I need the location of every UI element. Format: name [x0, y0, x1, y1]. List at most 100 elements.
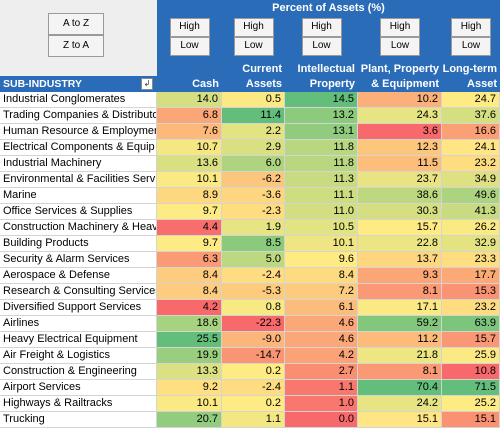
value-cell: -14.7	[222, 348, 285, 364]
value-cell: 18.6	[157, 316, 222, 332]
value-cell: -9.0	[222, 332, 285, 348]
row-label: Construction & Engineering	[0, 364, 157, 380]
value-cell: 15.7	[358, 220, 442, 236]
row-label: Building Products	[0, 236, 157, 252]
row-label: Office Services & Supplies	[0, 204, 157, 220]
row-label: Research & Consulting Services	[0, 284, 157, 300]
value-cell: 4.4	[157, 220, 222, 236]
value-cell: 0.8	[222, 300, 285, 316]
value-cell: 12.3	[358, 140, 442, 156]
value-cell: 6.8	[157, 108, 222, 124]
value-cell: 17.7	[442, 268, 500, 284]
value-cell: 23.3	[442, 252, 500, 268]
value-cell: 22.8	[358, 236, 442, 252]
value-cell: 49.6	[442, 188, 500, 204]
value-cell: 7.2	[285, 284, 358, 300]
sort-high-button[interactable]: High	[169, 18, 210, 37]
sort-low-button[interactable]: Low	[169, 37, 210, 56]
value-cell: 38.6	[358, 188, 442, 204]
row-label: Industrial Conglomerates	[0, 92, 157, 108]
row-label: Highways & Railtracks	[0, 396, 157, 412]
row-label: Security & Alarm Services	[0, 252, 157, 268]
value-cell: 25.5	[157, 332, 222, 348]
value-cell: 24.1	[442, 140, 500, 156]
value-cell: 10.1	[157, 396, 222, 412]
value-cell: 15.3	[442, 284, 500, 300]
value-cell: 10.1	[157, 172, 222, 188]
value-cell: 70.4	[358, 380, 442, 396]
sort-button[interactable]: Z to A	[48, 35, 104, 57]
value-cell: 13.2	[285, 108, 358, 124]
value-cell: 11.8	[285, 156, 358, 172]
value-cell: 4.2	[157, 300, 222, 316]
value-cell: 10.8	[442, 364, 500, 380]
sort-high-button[interactable]: High	[451, 18, 491, 37]
value-cell: 0.2	[222, 364, 285, 380]
value-cell: 8.1	[358, 364, 442, 380]
value-cell: 6.0	[222, 156, 285, 172]
value-cell: 10.1	[285, 236, 358, 252]
value-cell: -2.3	[222, 204, 285, 220]
sort-high-button[interactable]: High	[380, 18, 420, 37]
value-cell: 23.2	[442, 156, 500, 172]
row-label: Environmental & Facilities Serv	[0, 172, 157, 188]
value-cell: 9.6	[285, 252, 358, 268]
value-cell: 11.4	[222, 108, 285, 124]
value-cell: 9.7	[157, 204, 222, 220]
value-cell: 11.3	[285, 172, 358, 188]
value-cell: -2.4	[222, 380, 285, 396]
value-cell: 20.7	[157, 412, 222, 428]
value-cell: 24.2	[358, 396, 442, 412]
row-label: Aerospace & Defense	[0, 268, 157, 284]
value-cell: 8.1	[358, 284, 442, 300]
sort-button[interactable]: A to Z	[48, 13, 104, 35]
value-cell: 0.0	[285, 412, 358, 428]
value-cell: 63.9	[442, 316, 500, 332]
column-header: Long-term Asset	[442, 63, 497, 90]
value-cell: 11.1	[285, 188, 358, 204]
filter-icon[interactable]: ↲	[141, 78, 153, 90]
value-cell: 8.5	[222, 236, 285, 252]
sort-low-button[interactable]: Low	[301, 37, 342, 56]
column-header-band	[0, 76, 157, 92]
column-header: Plant, Property & Equipment	[360, 63, 439, 90]
value-cell: 6.1	[285, 300, 358, 316]
value-cell: 2.9	[222, 140, 285, 156]
value-cell: 1.1	[285, 380, 358, 396]
row-label: Heavy Electrical Equipment	[0, 332, 157, 348]
value-cell: -5.3	[222, 284, 285, 300]
sort-high-button[interactable]: High	[233, 18, 274, 37]
value-cell: 1.9	[222, 220, 285, 236]
value-cell: 13.3	[157, 364, 222, 380]
sort-low-button[interactable]: Low	[233, 37, 274, 56]
sort-low-button[interactable]: Low	[380, 37, 420, 56]
row-label: Marine	[0, 188, 157, 204]
value-cell: -6.2	[222, 172, 285, 188]
value-cell: 24.3	[358, 108, 442, 124]
value-cell: 5.0	[222, 252, 285, 268]
sort-high-button[interactable]: High	[301, 18, 342, 37]
value-cell: 4.2	[285, 348, 358, 364]
column-header: Net Current Assets	[242, 63, 282, 90]
value-cell: 25.2	[442, 396, 500, 412]
value-cell: -22.3	[222, 316, 285, 332]
value-cell: 11.8	[285, 140, 358, 156]
row-label: Airport Services	[0, 380, 157, 396]
row-label: Air Freight & Logistics	[0, 348, 157, 364]
row-label: Electrical Components & Equip	[0, 140, 157, 156]
value-cell: -2.4	[222, 268, 285, 284]
value-cell: 32.9	[442, 236, 500, 252]
value-cell: 14.5	[285, 92, 358, 108]
value-cell: 0.2	[222, 396, 285, 412]
value-cell: 7.6	[157, 124, 222, 140]
column-header: Cash	[192, 78, 219, 90]
value-cell: 23.2	[442, 300, 500, 316]
value-cell: 59.2	[358, 316, 442, 332]
row-label: Human Resource & Employmen	[0, 124, 157, 140]
value-cell: 14.0	[157, 92, 222, 108]
value-cell: 30.3	[358, 204, 442, 220]
value-cell: 1.0	[285, 396, 358, 412]
sort-low-button[interactable]: Low	[451, 37, 491, 56]
value-cell: 15.1	[442, 412, 500, 428]
value-cell: 13.7	[358, 252, 442, 268]
